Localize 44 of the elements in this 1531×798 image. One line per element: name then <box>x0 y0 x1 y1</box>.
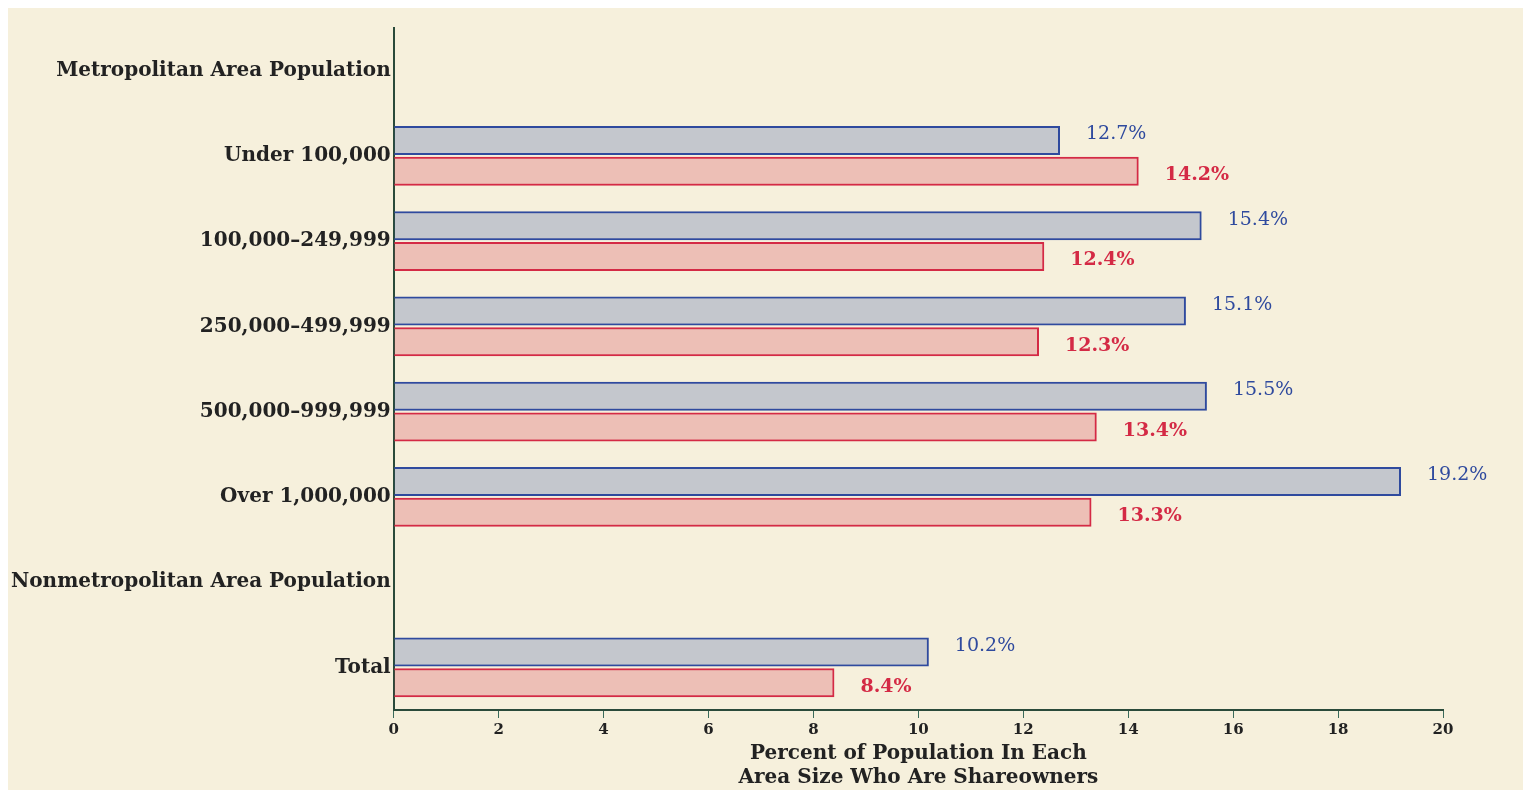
y-tick-label: Under 100,000 <box>224 142 391 167</box>
x-tick-label: 12 <box>1012 719 1034 738</box>
x-tick-label: 0 <box>388 719 399 738</box>
x-tick-label: 8 <box>808 719 819 738</box>
x-tick-label: 20 <box>1432 719 1454 738</box>
bar <box>394 125 1061 156</box>
data-label: 19.2% <box>1427 462 1488 485</box>
x-tick-label: 14 <box>1117 719 1139 738</box>
y-tick-label: 500,000–999,999 <box>199 397 391 422</box>
bar <box>394 637 929 667</box>
data-label: 14.2% <box>1164 162 1230 185</box>
bar <box>394 296 1186 326</box>
bar <box>394 668 835 698</box>
y-tick-label: Metropolitan Area Population <box>56 56 392 81</box>
bar <box>394 156 1139 186</box>
y-tick-label: Over 1,000,000 <box>220 483 391 508</box>
data-label: 12.3% <box>1065 332 1130 355</box>
y-tick-label: Nonmetropolitan Area Population <box>10 568 392 593</box>
bar <box>394 241 1045 272</box>
data-label: 10.2% <box>954 632 1016 655</box>
data-label: 13.3% <box>1117 503 1182 526</box>
bar <box>394 412 1097 442</box>
bar <box>394 466 1402 497</box>
bar <box>394 381 1207 411</box>
y-tick-label: 100,000–249,999 <box>199 227 391 252</box>
x-tick-label: 4 <box>598 719 609 738</box>
bar <box>394 327 1040 357</box>
y-tick-label: 250,000–499,999 <box>199 312 391 337</box>
bar <box>394 497 1092 527</box>
data-label: 15.1% <box>1211 291 1273 314</box>
x-tick-label: 10 <box>907 719 929 738</box>
data-label: 13.4% <box>1122 417 1188 440</box>
x-tick-label: 6 <box>703 719 714 738</box>
x-axis-title: Percent of Population In Each Area Size Who Are Shareowners <box>737 740 1099 789</box>
data-label: 12.4% <box>1070 247 1135 270</box>
x-tick-label: 18 <box>1327 719 1349 738</box>
data-label: 8.4% <box>860 673 912 696</box>
data-label: 15.4% <box>1227 206 1289 229</box>
x-tick-label: 16 <box>1222 719 1244 738</box>
x-tick-label: 2 <box>493 719 504 738</box>
y-tick-label: Total <box>334 653 392 678</box>
data-label: 12.7% <box>1086 121 1147 144</box>
bar <box>394 211 1202 241</box>
data-label: 15.5% <box>1232 377 1294 400</box>
